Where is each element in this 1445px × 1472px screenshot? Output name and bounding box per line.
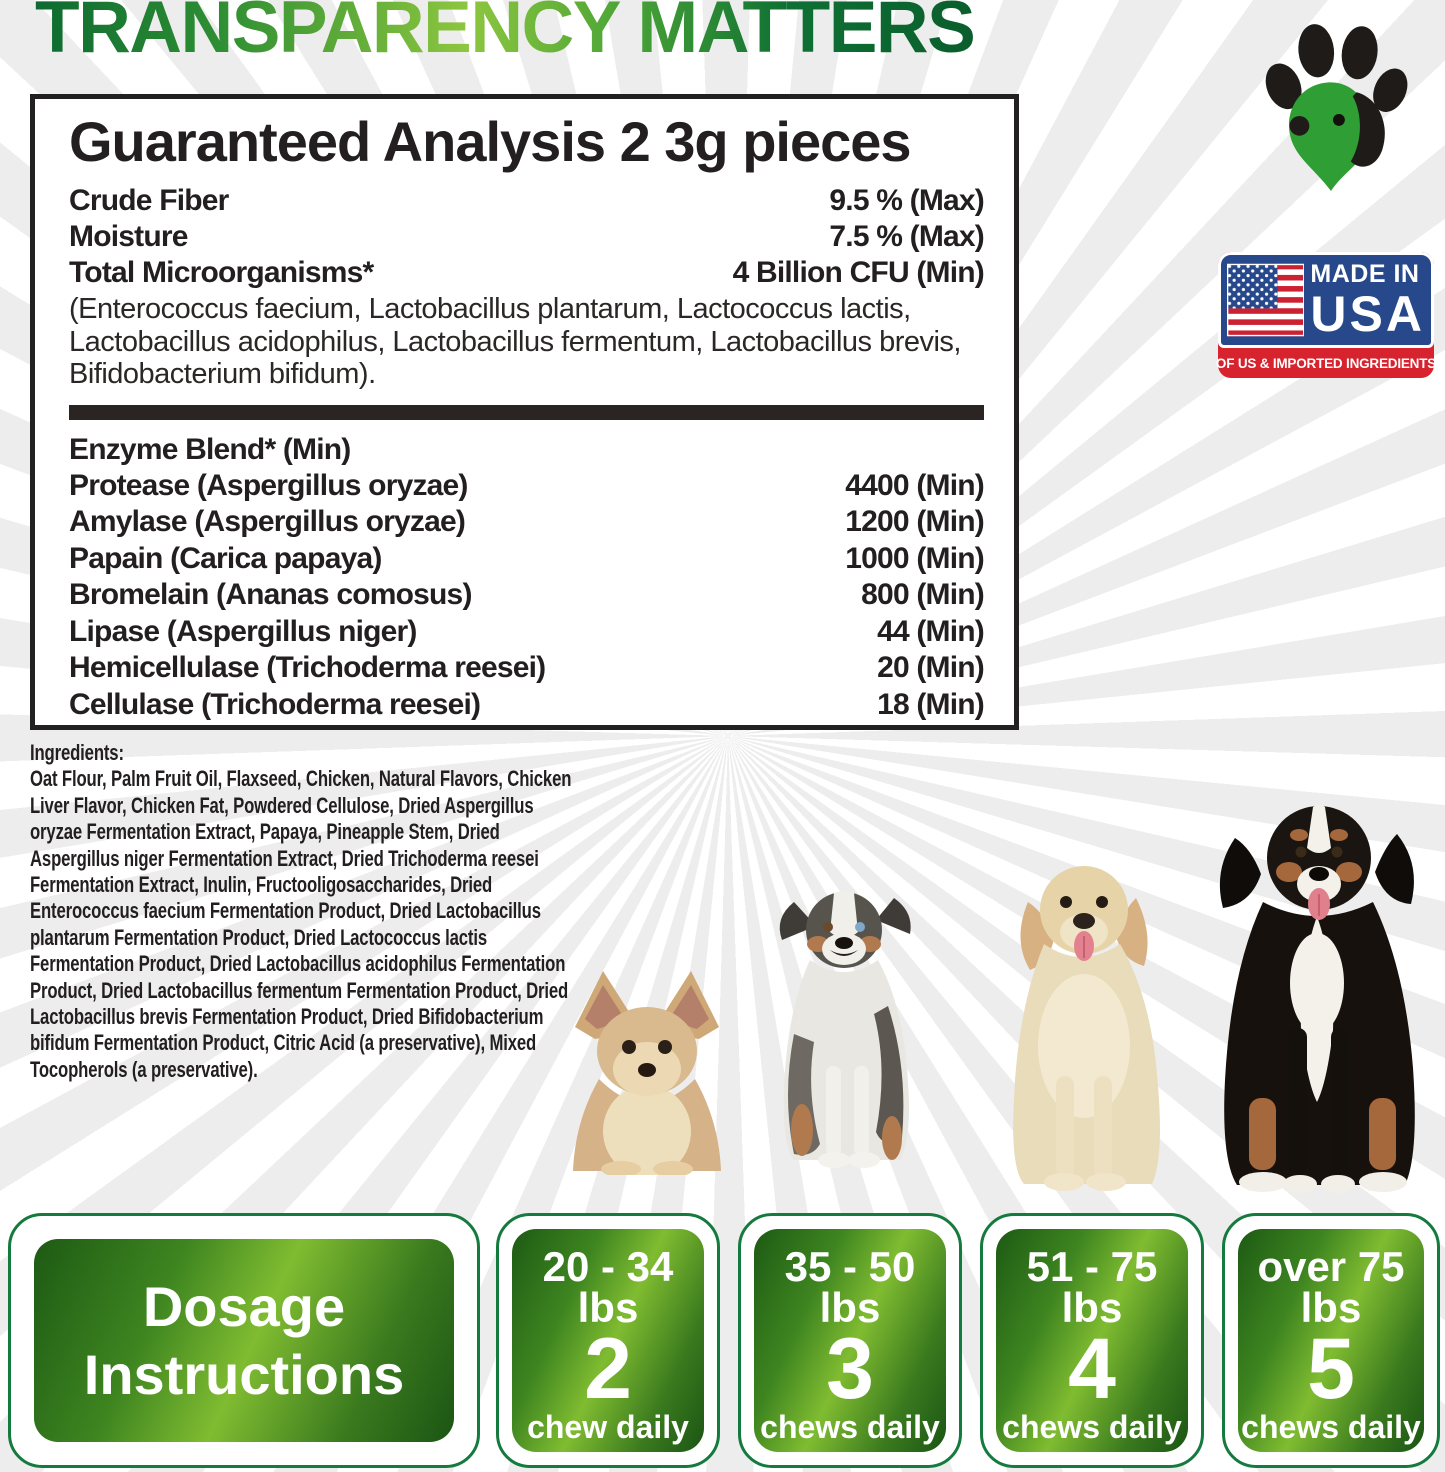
enzyme-blend-heading: Enzyme Blend* (Min): [69, 432, 351, 466]
row-value: 18 (Min): [877, 687, 985, 721]
weight-unit: lbs: [1300, 1284, 1362, 1332]
row-value: 4400 (Min): [845, 468, 985, 502]
enzyme-row: Protease (Aspergillus oryzae) 4400 (Min): [69, 468, 985, 505]
weight-card-inner: 35 - 50 lbs 3 chews daily: [754, 1229, 946, 1452]
page-title: TRANSPARENCY MATTERS: [35, 0, 976, 64]
chew-caption: chew daily: [527, 1408, 689, 1445]
weight-range: 51 - 75: [1026, 1243, 1158, 1290]
row-value: 1000 (Min): [845, 541, 985, 575]
analysis-row: Moisture 7.5 % (Max): [69, 219, 985, 255]
analysis-heading: Guaranteed Analysis 2 3g pieces: [69, 110, 912, 173]
chew-count: 2: [584, 1321, 632, 1418]
row-value: 20 (Min): [877, 651, 985, 684]
row-label: Lipase (Aspergillus niger): [69, 614, 417, 648]
row-label: Crude Fiber: [69, 184, 229, 217]
enzyme-row: Hemicellulase (Trichoderma reesei) 20 (M…: [69, 650, 985, 687]
row-label: Cellulase (Trichoderma reesei): [69, 687, 481, 721]
us-flag-icon: [1227, 263, 1305, 337]
enzyme-row: Cellulase (Trichoderma reesei) 18 (Min): [69, 687, 985, 724]
chew-count: 5: [1307, 1321, 1355, 1418]
chew-count: 3: [826, 1321, 874, 1418]
enzyme-row: Papain (Carica papaya) 1000 (Min): [69, 541, 985, 578]
ingredients-block: Ingredients: Oat Flour, Palm Fruit Oil, …: [30, 740, 577, 1083]
weight-card-51-75: 51 - 75 lbs 4 chews daily: [980, 1213, 1204, 1468]
made-in-label: MADE IN: [1310, 259, 1420, 288]
made-in-usa-badge: MADE IN USA OF US & IMPORTED INGREDIENTS: [1215, 252, 1437, 378]
chew-caption: chews daily: [1002, 1408, 1182, 1445]
row-label: Protease (Aspergillus oryzae): [69, 468, 468, 502]
made-in-usa-text: MADE IN USA: [1310, 259, 1425, 342]
ingredients-heading: Ingredients:: [30, 740, 124, 765]
dosage-instructions-card: Dosage Instructions: [8, 1213, 480, 1468]
row-label: Hemicellulase (Trichoderma reesei): [69, 651, 546, 684]
section-divider: [69, 404, 984, 420]
weight-unit: lbs: [819, 1284, 881, 1332]
guaranteed-analysis-panel: Guaranteed Analysis 2 3g pieces Crude Fi…: [30, 94, 1019, 730]
australian-shepherd-image: [779, 891, 911, 1168]
weight-card-over-75: over 75 lbs 5 chews daily: [1222, 1213, 1440, 1468]
row-value: 7.5 % (Max): [829, 220, 984, 253]
row-value: 44 (Min): [877, 614, 985, 648]
usa-subtitle: OF US & IMPORTED INGREDIENTS: [1215, 355, 1437, 371]
weight-card-inner: over 75 lbs 5 chews daily: [1238, 1229, 1424, 1452]
analysis-row: Crude Fiber 9.5 % (Max): [69, 183, 985, 219]
usa-label: USA: [1310, 285, 1425, 342]
dosage-title-line2: Instructions: [83, 1342, 405, 1406]
golden-retriever-image: [1013, 866, 1160, 1191]
analysis-row: Total Microorganisms* 4 Billion CFU (Min…: [69, 255, 985, 291]
bernese-mountain-dog-image: [1219, 805, 1415, 1193]
chew-caption: chews daily: [760, 1408, 940, 1445]
row-value: 4 Billion CFU (Min): [732, 256, 985, 289]
made-in-usa-top: MADE IN USA: [1218, 252, 1434, 348]
ingredients-text: Oat Flour, Palm Fruit Oil, Flaxseed, Chi…: [30, 766, 572, 1082]
weight-card-35-50: 35 - 50 lbs 3 chews daily: [738, 1213, 962, 1468]
dosage-title-line1: Dosage: [142, 1275, 346, 1339]
row-label: Amylase (Aspergillus oryzae): [69, 505, 466, 538]
weight-unit: lbs: [577, 1284, 639, 1332]
weight-range: 20 - 34: [542, 1243, 674, 1290]
chew-count: 4: [1068, 1321, 1116, 1418]
dosage-instructions-inner: Dosage Instructions: [34, 1239, 454, 1442]
weight-unit: lbs: [1061, 1284, 1123, 1332]
row-value: 9.5 % (Max): [829, 184, 984, 217]
enzyme-row: Lipase (Aspergillus niger) 44 (Min): [69, 614, 985, 651]
enzyme-row: Amylase (Aspergillus oryzae) 1200 (Min): [69, 504, 985, 541]
weight-card-inner: 51 - 75 lbs 4 chews daily: [996, 1229, 1188, 1452]
weight-range: 35 - 50: [784, 1243, 916, 1290]
chihuahua-image: [573, 971, 721, 1175]
weight-card-inner: 20 - 34 lbs 2 chew daily: [512, 1229, 704, 1452]
weight-range: over 75: [1257, 1243, 1405, 1290]
row-label: Total Microorganisms*: [69, 256, 374, 289]
row-value: 800 (Min): [861, 578, 985, 611]
weight-card-20-34: 20 - 34 lbs 2 chew daily: [496, 1213, 720, 1468]
row-label: Moisture: [69, 220, 188, 253]
chew-caption: chews daily: [1241, 1408, 1421, 1445]
row-value: 1200 (Min): [845, 505, 985, 538]
row-label: Papain (Carica papaya): [69, 541, 382, 575]
paw-dog-logo-icon: [1265, 24, 1408, 191]
microorganisms-note: (Enterococcus faecium, Lactobacillus pla…: [69, 293, 961, 390]
row-label: Bromelain (Ananas comosus): [69, 578, 472, 611]
enzyme-row: Bromelain (Ananas comosus) 800 (Min): [69, 577, 985, 614]
